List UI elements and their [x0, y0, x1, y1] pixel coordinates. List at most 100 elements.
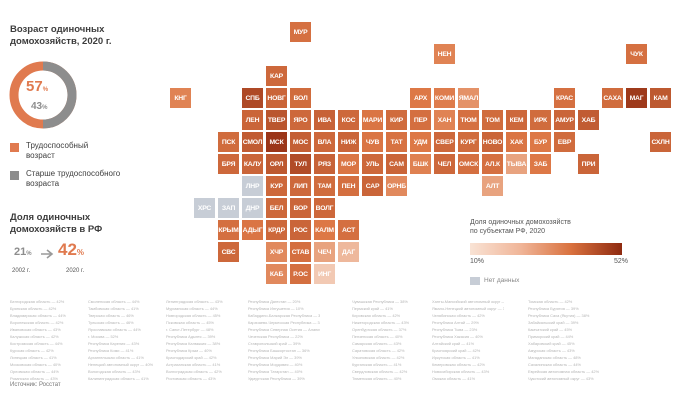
color-scale-min: 10% — [470, 258, 485, 265]
region-list-item: Республика Саха (Якутия) — 38% — [528, 313, 590, 318]
region-tile: ПРИ — [578, 154, 599, 174]
legend-senior-label: Старше трудоспособного возраста — [26, 169, 146, 189]
region-list-item: Сахалинская область — 44% — [528, 362, 582, 367]
region-list-item: Республика Алтай — 29% — [432, 320, 479, 325]
region-list-item: Архангельская область — 41% — [88, 355, 144, 360]
legend-senior-line1: Старше трудоспособного — [26, 169, 121, 178]
region-list-item: Чукотский автономный округ — 43% — [528, 376, 594, 381]
region-tile: БШК — [410, 154, 431, 174]
region-list-item: Самарская область — 43% — [352, 341, 402, 346]
region-list-column: Чувашская Республика — 38% Пермский край … — [352, 298, 424, 382]
region-tile: ЧУВ — [362, 132, 383, 152]
region-tile: ВОР — [290, 198, 311, 218]
region-list-item: Республика Татарстан — 40% — [248, 369, 303, 374]
region-tile: МАРИ — [362, 110, 383, 130]
nodata-swatch — [470, 277, 480, 285]
region-list-item: Карачаево-Черкесская Республика — 31% — [248, 320, 320, 325]
legend-working-age-swatch — [10, 143, 19, 152]
region-tile: КАР — [266, 66, 287, 86]
region-tile: АДЫГ — [242, 220, 263, 240]
region-tile: КУРГ — [458, 132, 479, 152]
region-list-item: Томская область — 42% — [528, 299, 573, 304]
region-list-item: Тюменская область — 40% — [352, 376, 402, 381]
region-list-item: Республика Крым — 40% — [166, 348, 212, 353]
region-tile: УДМ — [410, 132, 431, 152]
region-list-item: Кемеровская область — 42% — [432, 362, 485, 367]
age-chart-title: Возраст одиночных домохозяйств, 2020 г. — [10, 24, 170, 47]
region-tile: МСК — [266, 132, 287, 152]
donut-working-age-value: 57% — [26, 78, 48, 95]
region-tile: ИНГ — [314, 264, 335, 284]
region-list-item: Чеченская Республика — 22% — [248, 334, 303, 339]
region-tile: КАЛМ — [314, 220, 335, 240]
region-list-item: Псковская область — 45% — [166, 320, 215, 325]
legend-senior-line2: возраста — [26, 179, 60, 188]
region-list-item: Пензенская область — 40% — [352, 334, 403, 339]
region-tile: КАБ — [266, 264, 287, 284]
region-list-item: Республика Дагестан — 20% — [248, 299, 301, 304]
region-list-item: Пермский край — 41% — [352, 306, 393, 311]
region-tile: ТЫВА — [506, 154, 527, 174]
region-tile: СПБ — [242, 88, 263, 108]
region-list-item: Ивановская область — 43% — [10, 327, 61, 332]
region-tile: ИВА — [314, 110, 335, 130]
region-tile: ХАБ — [578, 110, 599, 130]
region-list-item: Кабардино-Балкарская Республика — 30% — [248, 313, 320, 318]
arrow-right-icon — [41, 249, 54, 259]
region-tile: ИРК — [530, 110, 551, 130]
region-list-item: г. Санкт-Петербург — 48% — [166, 327, 214, 332]
donut-senior-arc — [42, 61, 77, 129]
region-list-item: г. Москва — 52% — [88, 334, 119, 339]
age-chart-title-line2: домохозяйств, 2020 г. — [10, 35, 112, 47]
region-list-item: Республика Тыва — 23% — [432, 327, 478, 332]
nodata-label: Нет данных — [484, 277, 520, 284]
region-tile: ТЮМ — [458, 110, 479, 130]
region-tile: СТАВ — [290, 242, 311, 262]
region-tile: ТВЕР — [266, 110, 287, 130]
region-list-item: Камчатский край — 45% — [528, 327, 573, 332]
region-tile: ЯРО — [290, 110, 311, 130]
region-list-item: Свердловская область — 42% — [352, 369, 408, 374]
region-tile: ЗАП — [218, 198, 239, 218]
region-list-item: Тамбовская область — 41% — [88, 306, 139, 311]
region-tile: Р.ОС — [290, 264, 311, 284]
region-tile: САХА — [602, 88, 623, 108]
region-tile: ХРС — [194, 198, 215, 218]
region-list-item: Республика Мордовия — 40% — [248, 362, 303, 367]
region-list-item: Калининградская область — 41% — [88, 376, 149, 381]
region-list-item: Республика Адыгея — 39% — [166, 334, 216, 339]
region-tile: ЧЕЛ — [434, 154, 455, 174]
legend-senior-swatch — [10, 171, 19, 180]
color-scale-title-line2: по субъектам РФ, 2020 — [470, 228, 546, 235]
age-chart-title-line1: Возраст одиночных — [10, 24, 105, 35]
region-list-item: Нижегородская область — 43% — [352, 320, 410, 325]
region-list-item: Курская область — 42% — [10, 348, 54, 353]
color-scale-title: Доля одиночных домохозяйств по субъектам… — [470, 218, 610, 236]
region-tile: ТАТ — [386, 132, 407, 152]
region-list-item: Вологодская область — 43% — [88, 369, 141, 374]
region-list-item: Ростовская область — 43% — [166, 376, 216, 381]
region-list-column: Ленинградская область — 43% Мурманская об… — [166, 298, 238, 382]
region-tile: НИЖ — [338, 132, 359, 152]
region-tile: КОС — [338, 110, 359, 130]
region-list-column: Томская область — 42% Республика Бурятия … — [528, 298, 600, 382]
region-list-item: Республика Башкортостан — 36% — [248, 348, 310, 353]
year-2002-label: 2002 г. — [12, 268, 31, 274]
region-list-item: Новгородская область — 45% — [166, 313, 221, 318]
region-tile: КИР — [386, 110, 407, 130]
region-list-item: Смоленская область — 44% — [88, 299, 140, 304]
region-tile: АЛТ — [482, 176, 503, 196]
region-tile: МОС — [290, 132, 311, 152]
region-list-column: Белгородская область — 42% Брянская облас… — [10, 298, 82, 382]
region-tile: КРДР — [266, 220, 287, 240]
source-note: Источник: Росстат — [10, 382, 61, 388]
color-scale-title-line1: Доля одиночных домохозяйств — [470, 219, 571, 226]
share-2002-value: 21% — [14, 246, 32, 258]
region-tile: ЗАБ — [530, 154, 551, 174]
region-tile: СМОЛ — [242, 132, 263, 152]
region-tile: ОРНБ — [386, 176, 407, 196]
donut-senior-value: 43% — [31, 101, 47, 112]
region-list-item: Удмуртская Республика — 39% — [248, 376, 305, 381]
region-tile: МАГ — [626, 88, 647, 108]
region-tile: ТУЛ — [290, 154, 311, 174]
